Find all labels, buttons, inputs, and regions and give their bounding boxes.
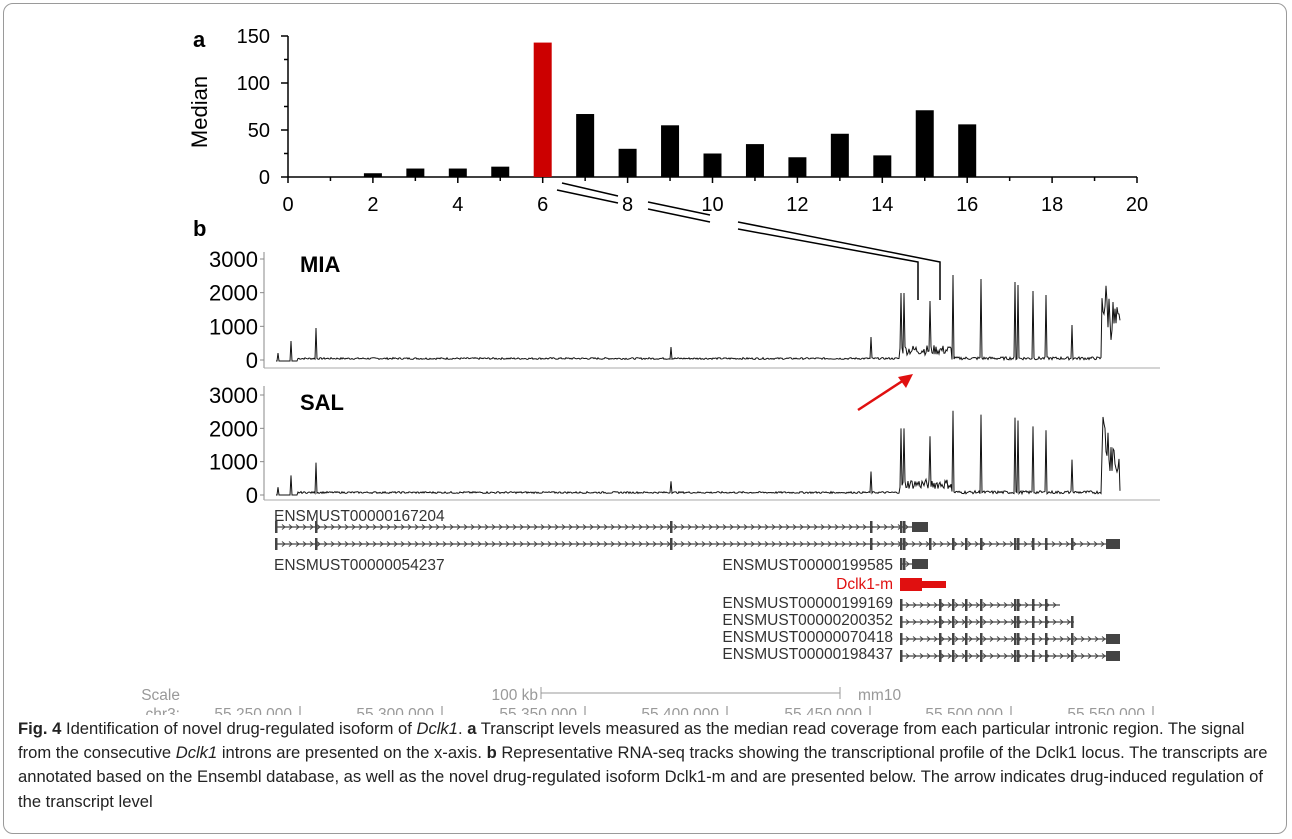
- transcript-label: ENSMUST00000199585: [722, 557, 893, 574]
- bars: [363, 42, 977, 177]
- track-mia: MIA 3000 2000 1000 0: [209, 247, 1160, 373]
- transcript-track: [275, 521, 928, 533]
- transcript-label: ENSMUST00000070418: [722, 629, 893, 646]
- track-y-tick-label: 3000: [209, 383, 258, 408]
- bar: [363, 173, 382, 177]
- bar: [661, 125, 680, 177]
- track-y-tick-label: 0: [246, 483, 258, 508]
- transcript-label: ENSMUST00000198437: [722, 646, 893, 663]
- track-y-tick-label: 0: [246, 348, 258, 373]
- bar: [491, 166, 510, 177]
- transcript-track: [900, 633, 1120, 645]
- y-tick-label: 150: [237, 26, 270, 48]
- panel-b-label: b: [193, 216, 206, 241]
- chr-label: chr3:: [146, 706, 180, 715]
- bar: [958, 124, 977, 177]
- regulation-arrow: [857, 374, 913, 412]
- position-label: 55,450,000: [784, 706, 862, 715]
- y-tick-label: 50: [248, 120, 270, 142]
- transcript-label: ENSMUST00000199169: [722, 595, 893, 612]
- transcript-track: [900, 616, 1074, 628]
- panel-b-tracks: b MIA 3000 2000 1000 0 SAL 3000 2000 1000 0 EN…: [141, 216, 1160, 715]
- position-label: 55,550,000: [1067, 706, 1145, 715]
- transcript-label: ENSMUST00000167204: [274, 508, 445, 525]
- caption-gene: Dclk1: [416, 719, 458, 738]
- bar: [576, 114, 595, 177]
- track-name: MIA: [300, 252, 340, 277]
- transcript-track: [900, 650, 1120, 662]
- scale-bar-label: 100 kb: [491, 687, 538, 704]
- y-tick-label: 0: [259, 167, 270, 189]
- figure-frame: [3, 3, 1287, 834]
- y-ticks: 0 50 100 150: [237, 26, 288, 189]
- caption-fig-number: Fig. 4: [18, 719, 62, 738]
- position-label: 55,250,000: [214, 706, 292, 715]
- panel-a-bar-chart: a Median 0 50 100 150 0 2 4 6 8 10 12 14 16 18 20: [187, 26, 1148, 300]
- transcript-track: [900, 558, 928, 570]
- x-tick-label: 10: [701, 194, 723, 216]
- transcript-label: ENSMUST00000200352: [722, 612, 893, 629]
- transcript-track: [275, 538, 1120, 550]
- transcript-label: ENSMUST00000054237: [274, 557, 445, 574]
- position-label: 55,500,000: [925, 706, 1003, 715]
- caption-gene: Dclk1: [175, 743, 218, 763]
- x-tick-label: 14: [871, 194, 893, 216]
- bar: [448, 168, 467, 177]
- genome-scale-bar: Scale chr3: 100 kb mm10 55,250,000 55,300…: [141, 687, 1154, 715]
- coverage-trace: [276, 274, 1121, 362]
- x-tick-label: 12: [786, 194, 808, 216]
- track-y-ticks: 3000 2000 1000 0: [209, 247, 264, 373]
- bar: [873, 155, 892, 177]
- bar: [406, 168, 425, 177]
- assembly-label: mm10: [858, 687, 901, 704]
- x-tick-label: 8: [622, 194, 633, 216]
- x-tick-label: 20: [1126, 194, 1148, 216]
- x-tick-label: 0: [282, 194, 293, 216]
- figure-caption: Fig. 4 Identification of novel drug-regu…: [18, 719, 1268, 811]
- transcript-annotations: ENSMUST00000167204 ENSMUST00000054237 EN…: [274, 508, 1120, 663]
- bar: [533, 42, 552, 177]
- track-sal: SAL 3000 2000 1000 0: [209, 383, 1160, 508]
- bar: [703, 153, 722, 177]
- track-y-tick-label: 2000: [209, 416, 258, 441]
- bar: [745, 144, 764, 177]
- track-name: SAL: [300, 390, 344, 415]
- bar: [618, 148, 637, 177]
- track-y-ticks: 3000 2000 1000 0: [209, 383, 264, 508]
- panel-a-label: a: [193, 27, 206, 52]
- x-tick-label: 6: [537, 194, 548, 216]
- zoom-lines: [556, 182, 941, 300]
- track-y-tick-label: 2000: [209, 281, 258, 306]
- coverage-trace: [276, 410, 1121, 496]
- x-tick-label: 2: [367, 194, 378, 216]
- x-tick-label: 16: [956, 194, 978, 216]
- track-y-tick-label: 1000: [209, 450, 258, 475]
- bar: [915, 110, 934, 177]
- bar: [830, 133, 849, 177]
- y-axis-label: Median: [187, 76, 212, 148]
- transcript-label-novel: Dclk1-m: [836, 576, 893, 593]
- track-y-tick-label: 1000: [209, 314, 258, 339]
- scale-label: Scale: [141, 687, 180, 704]
- x-tick-label: 18: [1041, 194, 1063, 216]
- track-y-tick-label: 3000: [209, 247, 258, 272]
- position-label: 55,400,000: [641, 706, 719, 715]
- position-label: 55,300,000: [356, 706, 434, 715]
- transcript-track-novel: [900, 578, 946, 591]
- transcript-track: [900, 599, 1060, 611]
- x-ticks: 0 2 4 6 8 10 12 14 16 18 20: [282, 177, 1148, 216]
- position-label: 55,350,000: [499, 706, 577, 715]
- y-tick-label: 100: [237, 73, 270, 95]
- figure-graphic: a Median 0 50 100 150 0 2 4 6 8 10 12 14 16 18 20 b M…: [141, 26, 1160, 715]
- x-tick-label: 4: [452, 194, 463, 216]
- bar: [788, 157, 807, 177]
- genome-positions: 55,250,000 55,300,000 55,350,000 55,400,000…: [214, 706, 1154, 715]
